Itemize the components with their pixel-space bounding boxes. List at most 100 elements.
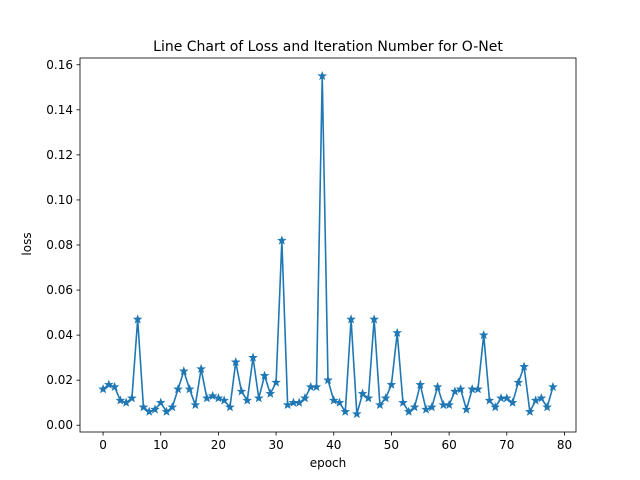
data-point — [490, 402, 501, 412]
data-point — [248, 352, 258, 362]
data-point — [415, 379, 426, 389]
y-tick-label: 0.06 — [46, 283, 73, 297]
data-point — [259, 370, 270, 380]
data-point — [294, 397, 304, 407]
data-point — [253, 393, 264, 403]
data-point — [455, 384, 466, 394]
y-axis-label: loss — [20, 232, 34, 255]
data-point — [392, 327, 403, 337]
data-point — [461, 404, 472, 414]
y-tick-label: 0.10 — [46, 193, 73, 207]
data-point — [196, 363, 206, 374]
data-point — [277, 235, 287, 245]
x-tick-label: 70 — [499, 438, 514, 452]
data-point — [542, 402, 552, 412]
data-point — [352, 408, 362, 419]
data-point — [444, 399, 454, 410]
x-tick-label: 10 — [153, 438, 168, 452]
y-tick-label: 0.00 — [46, 418, 73, 432]
data-point — [421, 404, 431, 414]
y-tick-label: 0.12 — [46, 148, 73, 162]
data-point — [300, 393, 310, 403]
data-point — [427, 402, 437, 412]
data-point — [230, 357, 241, 367]
data-point — [328, 395, 339, 405]
data-point — [144, 406, 155, 416]
data-point — [432, 381, 443, 392]
data-point — [450, 386, 460, 396]
series-layer — [98, 70, 558, 419]
data-point — [323, 375, 333, 385]
data-point — [380, 393, 391, 403]
data-point — [513, 377, 524, 387]
data-point — [311, 381, 322, 392]
data-point — [190, 399, 201, 410]
data-point — [507, 397, 518, 407]
y-tick-label: 0.02 — [46, 373, 73, 387]
data-point — [282, 399, 293, 410]
data-point — [236, 386, 247, 396]
data-point — [109, 381, 120, 392]
data-point — [132, 314, 143, 324]
data-point — [225, 402, 235, 412]
data-point — [375, 399, 385, 410]
data-point — [121, 397, 131, 407]
data-point — [484, 395, 495, 405]
x-tick-label: 30 — [268, 438, 283, 452]
x-axis-label: epoch — [310, 456, 347, 470]
data-point — [386, 379, 397, 389]
data-point — [346, 314, 356, 324]
data-point — [519, 361, 529, 371]
y-tick-label: 0.16 — [46, 58, 73, 72]
data-point — [242, 395, 253, 405]
x-tick-label: 20 — [211, 438, 226, 452]
data-point — [363, 393, 374, 403]
data-point — [167, 402, 178, 412]
data-point — [525, 406, 535, 416]
data-point — [501, 393, 512, 403]
data-point — [127, 393, 137, 403]
data-point — [265, 388, 276, 398]
data-point — [184, 384, 195, 394]
x-axis-ticks: 0 10 20 30 40 50 60 70 80 — [99, 432, 572, 452]
data-point — [155, 397, 166, 407]
data-point — [398, 397, 408, 407]
data-point — [213, 393, 224, 403]
data-point — [161, 406, 172, 416]
data-point — [473, 384, 483, 394]
data-point — [478, 330, 489, 340]
data-point — [536, 393, 547, 403]
data-point — [202, 393, 212, 403]
data-point — [138, 402, 149, 412]
data-point — [357, 388, 368, 398]
data-point — [548, 381, 558, 392]
x-tick-label: 0 — [99, 438, 107, 452]
x-tick-label: 50 — [384, 438, 399, 452]
data-point — [219, 395, 229, 405]
data-point — [271, 377, 281, 387]
data-point — [98, 384, 108, 394]
data-point — [173, 384, 183, 394]
y-tick-label: 0.14 — [46, 103, 73, 117]
y-tick-label: 0.04 — [46, 328, 73, 342]
chart-title: Line Chart of Loss and Iteration Number … — [153, 39, 503, 55]
x-tick-label: 60 — [441, 438, 456, 452]
x-tick-label: 80 — [557, 438, 572, 452]
data-point — [340, 406, 351, 416]
data-point — [409, 402, 420, 412]
y-tick-label: 0.08 — [46, 238, 73, 252]
data-point — [207, 390, 218, 401]
data-point — [317, 70, 328, 81]
data-point — [369, 314, 379, 324]
data-point — [150, 404, 160, 414]
data-point — [104, 379, 114, 389]
data-point — [334, 397, 345, 407]
y-axis-ticks: 0.00 0.02 0.04 0.06 0.08 0.10 0.12 0.14 0.16 — [46, 58, 80, 432]
data-point — [115, 395, 126, 405]
data-point — [530, 395, 541, 405]
x-tick-label: 40 — [326, 438, 341, 452]
data-point — [179, 366, 189, 376]
data-point — [403, 406, 414, 416]
